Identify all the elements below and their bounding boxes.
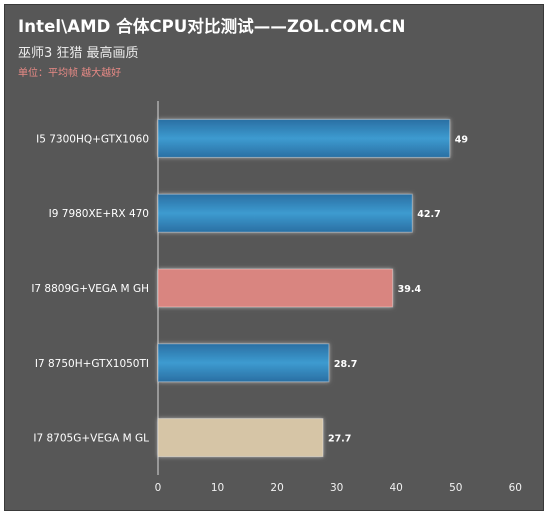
x-tick-label: 20 (270, 482, 283, 494)
category-label: I7 8809G+VEGA M GH (31, 283, 149, 295)
bar (157, 193, 413, 233)
bar-chart: I5 7300HQ+GTX1060 49 I9 7980XE+RX 470 42.7 I… (31, 101, 522, 494)
data-label: 39.4 (398, 284, 422, 295)
data-label: 28.7 (334, 359, 357, 370)
chart-frame: Intel\AMD 合体CPU对比测试——ZOL.COM.CN 巫师3 狂猎 最… (4, 4, 544, 511)
data-label: 49 (455, 134, 468, 145)
category-label: I9 7980XE+RX 470 (49, 208, 149, 220)
category-label: I5 7300HQ+GTX1060 (36, 133, 149, 145)
x-tick-label: 10 (211, 482, 224, 494)
bar (157, 418, 324, 458)
category-label: I7 8705G+VEGA M GL (33, 433, 149, 445)
unit-note: 单位：平均帧 越大越好 (18, 68, 122, 79)
bar (157, 343, 330, 383)
data-label: 27.7 (328, 434, 351, 445)
x-tick-label: 40 (390, 482, 403, 494)
data-label: 42.7 (417, 209, 440, 220)
x-tick-label: 50 (449, 482, 462, 494)
chart-title: Intel\AMD 合体CPU对比测试——ZOL.COM.CN (18, 17, 406, 36)
chart-subtitle: 巫师3 狂猎 最高画质 (18, 46, 139, 61)
x-tick-label: 30 (330, 482, 343, 494)
category-label: I7 8750H+GTX1050TI (35, 358, 149, 370)
x-tick-label: 60 (509, 482, 522, 494)
x-tick-label: 0 (155, 482, 162, 494)
bar (157, 268, 394, 308)
bar (157, 118, 451, 158)
